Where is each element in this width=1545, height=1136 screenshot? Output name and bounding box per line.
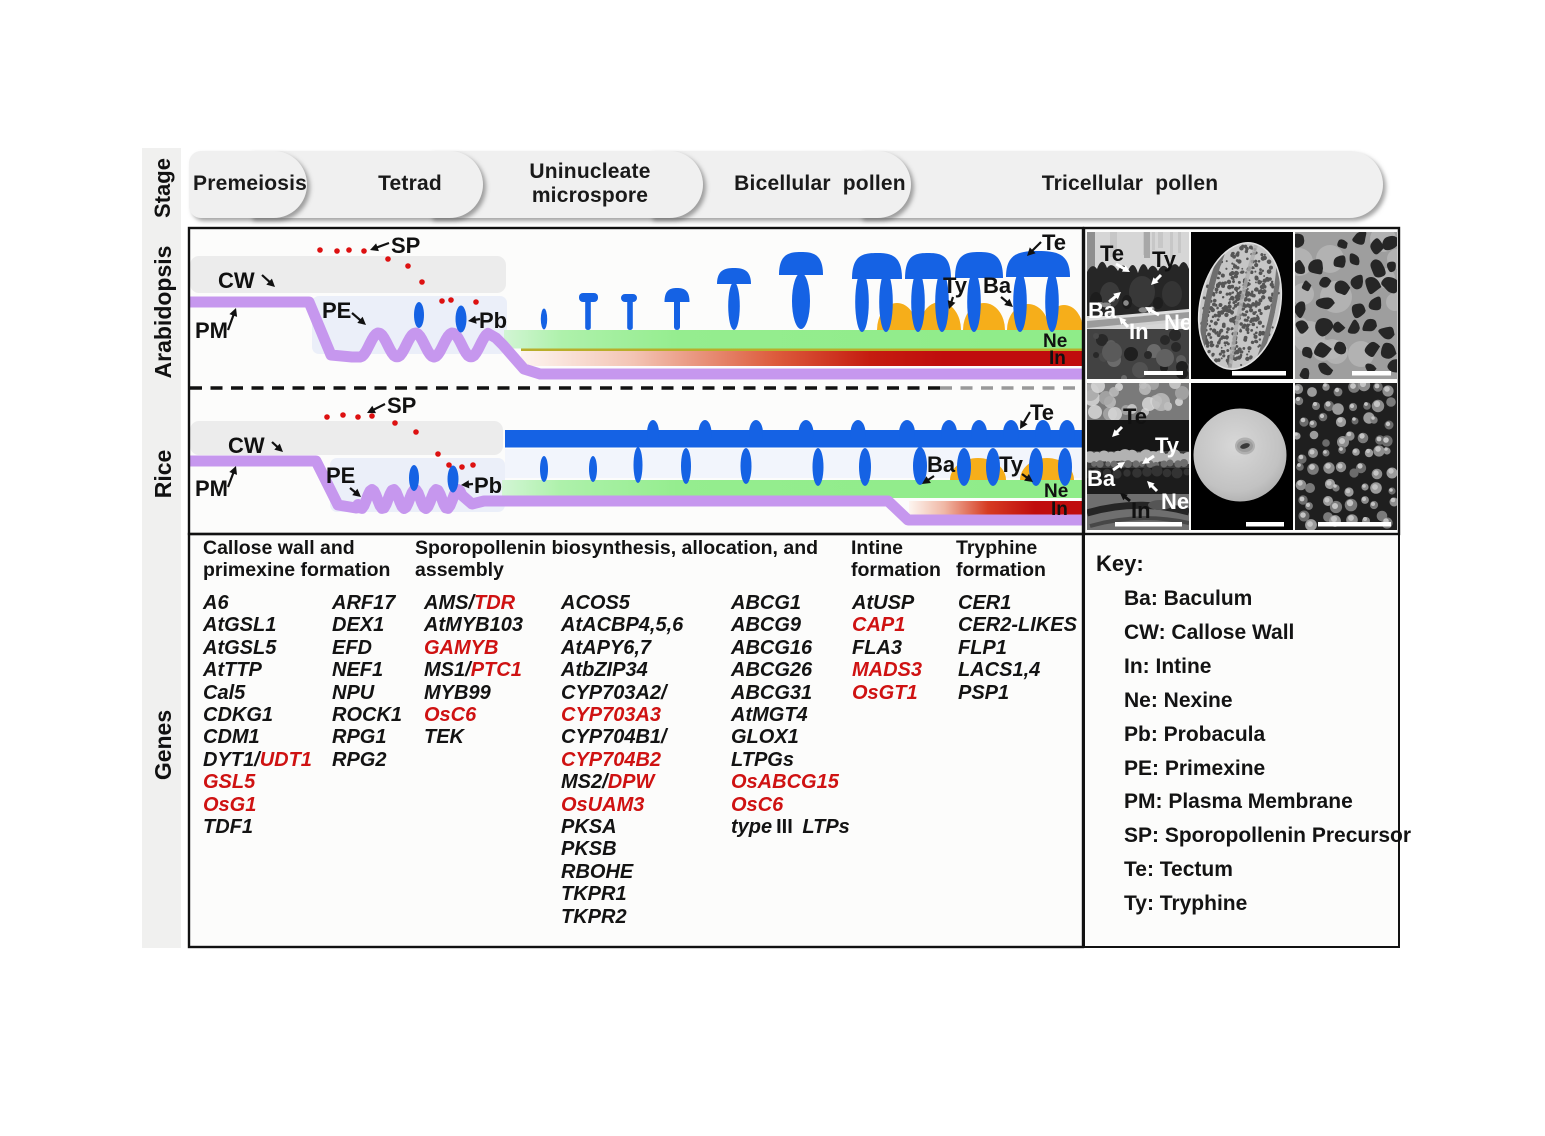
svg-text:SP: SP bbox=[387, 393, 416, 418]
svg-text:CW: CW bbox=[218, 268, 255, 293]
svg-text:Ba: Ba bbox=[1088, 298, 1117, 323]
svg-text:Ba: Ba bbox=[1087, 466, 1116, 491]
svg-text:Ne: Ne bbox=[1164, 310, 1192, 335]
svg-text:PM: PM bbox=[195, 318, 228, 343]
svg-text:CW: CW bbox=[228, 433, 265, 458]
svg-text:In: In bbox=[1131, 498, 1151, 523]
svg-text:In: In bbox=[1051, 499, 1068, 520]
svg-text:PE: PE bbox=[326, 463, 355, 488]
svg-text:Pb: Pb bbox=[479, 308, 507, 333]
svg-text:Ty: Ty bbox=[943, 273, 968, 298]
svg-text:SP: SP bbox=[391, 233, 420, 258]
svg-text:Ne: Ne bbox=[1161, 489, 1189, 514]
svg-text:Te: Te bbox=[1030, 400, 1054, 425]
svg-text:Te: Te bbox=[1123, 404, 1147, 429]
svg-text:Pb: Pb bbox=[474, 473, 502, 498]
svg-text:Ty: Ty bbox=[999, 452, 1024, 477]
svg-text:Ba: Ba bbox=[983, 273, 1012, 298]
svg-text:Te: Te bbox=[1042, 230, 1066, 255]
svg-text:Ba: Ba bbox=[927, 452, 956, 477]
svg-text:In: In bbox=[1049, 348, 1066, 369]
svg-text:Ne: Ne bbox=[1044, 481, 1068, 502]
svg-text:In: In bbox=[1129, 319, 1149, 344]
svg-text:Ty: Ty bbox=[1152, 247, 1177, 272]
svg-text:Ne: Ne bbox=[1043, 331, 1067, 352]
svg-text:PE: PE bbox=[322, 298, 351, 323]
svg-text:Ty: Ty bbox=[1155, 433, 1180, 458]
svg-text:Te: Te bbox=[1100, 241, 1124, 266]
svg-text:PM: PM bbox=[195, 476, 228, 501]
